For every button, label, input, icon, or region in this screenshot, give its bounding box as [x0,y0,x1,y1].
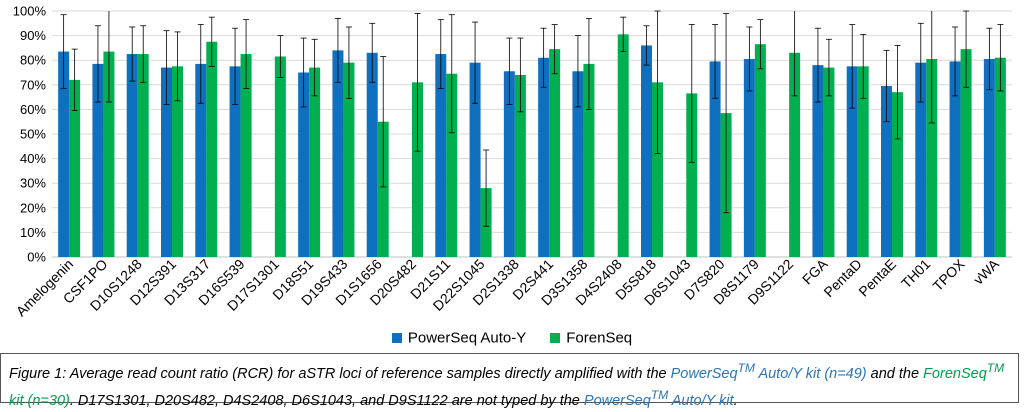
y-tick-label: 80% [20,53,46,68]
y-tick-label: 10% [20,225,46,240]
bar-forenseq [960,49,972,257]
bar-forenseq [446,73,458,257]
y-tick-label: 0% [27,250,46,265]
bar-forenseq [103,51,115,258]
bar-powerseq [366,52,378,257]
x-tick-label: TPOX [929,255,968,294]
bar-forenseq [583,63,595,257]
y-tick-label: 60% [20,102,46,117]
bar-powerseq [743,58,755,257]
bar-forenseq [926,58,938,257]
caption-prefix: Figure 1: Average read count ratio (RCR)… [9,365,671,382]
bar-forenseq [686,93,698,257]
bar-forenseq [69,79,81,257]
caption-kit3: PowerSeqTM Auto/Y kit [583,387,734,409]
figure-caption: Figure 1: Average read count ratio (RCR)… [0,353,1019,409]
bar-forenseq [137,54,149,257]
bar-powerseq [812,65,824,258]
bar-forenseq [857,66,869,257]
bar-forenseq [652,82,663,257]
chart-legend: PowerSeq Auto-Y ForenSeq [0,329,1024,347]
bar-forenseq [994,57,1006,257]
caption-after: . D17S1301, D20S482, D4S2408, D6S1043, a… [69,392,584,409]
x-tick-label: vWA [970,255,1002,287]
legend-swatch [391,333,402,344]
x-tick-label: PentaD [820,256,864,300]
bar-powerseq [641,45,652,257]
bar-powerseq [983,58,995,257]
x-tick-label: TH01 [898,256,934,292]
legend-item-powerseq: PowerSeq Auto-Y [391,329,527,347]
bar-forenseq [343,62,355,257]
y-tick-label: 40% [20,151,46,166]
caption-kit2: ForenSeqTM kit (n=30) [9,361,1005,409]
bar-forenseq [377,121,389,257]
y-tick-label: 100% [13,4,47,19]
caption-end: . [733,392,738,409]
bar-powerseq [469,62,481,257]
bar-powerseq [881,86,892,257]
bar-powerseq [161,67,172,257]
bar-forenseq [274,56,286,258]
chart-svg: 0%10%20%30%40%50%60%70%80%90%100%Ameloge… [13,4,1012,319]
y-tick-label: 70% [20,77,46,92]
caption-kit1: PowerSeqTM Auto/Y kit (n=49) [670,361,867,382]
bar-forenseq [617,34,629,258]
legend-label: ForenSeq [566,329,633,347]
bar-powerseq [503,71,515,258]
bar-powerseq [572,71,584,258]
bar-forenseq [206,41,218,257]
legend-swatch [550,333,561,344]
bar-forenseq [514,74,526,258]
bar-powerseq [126,54,138,257]
bar-powerseq [229,66,241,257]
legend-label: PowerSeq Auto-Y [407,329,527,347]
bar-forenseq [892,92,903,258]
bar-powerseq [709,61,721,258]
bar-powerseq [538,57,550,257]
y-tick-label: 20% [20,200,46,215]
bar-forenseq [412,82,423,257]
bar-powerseq [298,72,310,257]
y-tick-label: 90% [20,28,46,43]
bar-powerseq [332,50,344,257]
y-tick-label: 30% [20,176,46,191]
bar-forenseq [754,44,766,258]
bar-powerseq [435,54,447,257]
x-tick-label: PentaE [855,256,899,300]
legend-item-forenseq: ForenSeq [550,329,632,347]
bar-powerseq [58,51,70,258]
y-tick-label: 50% [20,127,46,142]
bar-forenseq [549,49,561,257]
bar-forenseq [789,52,801,257]
bar-forenseq [823,67,835,257]
bar-powerseq [846,66,858,257]
bar-forenseq [309,67,321,257]
bar-chart: 0% 10% 20% 30% 40% 50% 60% 70% 80% 90% 100% Ameloge… [13,4,1012,319]
bar-powerseq [915,62,927,257]
bar-powerseq [195,63,207,257]
bar-forenseq [172,66,183,257]
bar-powerseq [92,63,104,257]
caption-middle: and the [866,365,924,382]
bar-powerseq [949,61,961,258]
bar-forenseq [240,54,252,257]
